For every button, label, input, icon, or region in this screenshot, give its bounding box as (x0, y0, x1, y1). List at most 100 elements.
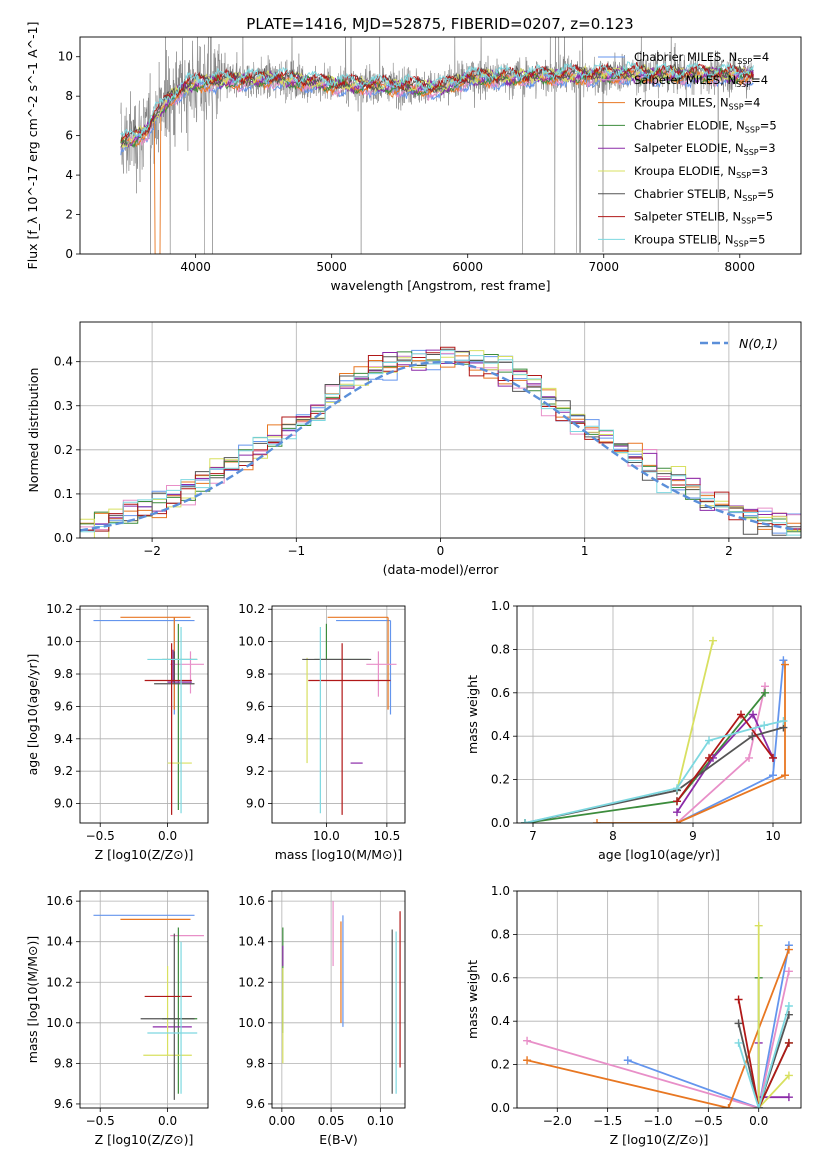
weight-marker (748, 732, 757, 741)
weight-marker (769, 753, 777, 762)
y-tick-label: 9.6 (54, 699, 73, 713)
weight-line (737, 999, 790, 1108)
y-tick-label: 10.4 (238, 935, 265, 949)
weight-marker (673, 784, 681, 793)
x-tick-label: 8 (609, 829, 617, 843)
y-tick-label: 6 (65, 129, 73, 143)
x-tick-label: 2 (725, 544, 733, 558)
x-tick-label: −1 (287, 544, 305, 558)
weight-line (627, 945, 790, 1108)
errorbar-chabrier-stelib (140, 933, 195, 1100)
x-axis-label: wavelength [Angstrom, rest frame] (330, 278, 550, 293)
y-tick-label: 0.2 (491, 773, 510, 787)
x-tick-label: 10.5 (374, 829, 401, 843)
weight-marker (734, 995, 743, 1004)
axes-frame: 4000 5000 6000 7000 8000 0 2 4 6 8 10 wavelength [A… (25, 22, 802, 293)
x-axis-label: mass [log10(M/M⊙)] (275, 847, 403, 862)
x-axis-label: (data-model)/error (383, 562, 500, 577)
weight-marker (784, 1038, 793, 1047)
y-tick-label: 9.6 (246, 699, 265, 713)
y-tick-label: 10 (58, 50, 73, 64)
model-spectrum-kroupa-miles (120, 67, 754, 254)
plot-area (302, 616, 397, 815)
x-tick-label: 4000 (180, 260, 211, 274)
y-tick-label: 0.4 (54, 355, 73, 369)
weight-marker (523, 1056, 532, 1065)
weight-line (737, 1014, 790, 1108)
weight-line (526, 949, 790, 1108)
plot-area (93, 616, 204, 815)
y-tick-label: 10.2 (238, 602, 265, 616)
legend-label: Salpeter MILES, NSSP=4 (634, 73, 768, 89)
panel-z-vs-mass: −0.5 0.0 9.6 9.8 10.0 10.2 10.4 10.6 Z [log10(Z/… (25, 890, 209, 1147)
errorbar-salpeter-miles (366, 651, 397, 697)
weight-marker (761, 688, 769, 697)
weight-line (676, 640, 714, 791)
normal-curve (80, 360, 799, 532)
panel-age-vs-weight: 7 8 9 10 0.0 0.2 0.4 0.6 0.8 1.0 age [log10(age/yr… (465, 599, 802, 862)
x-axis-label: Z [log10(Z/Z⊙)] (95, 847, 194, 862)
weight-marker (779, 717, 788, 726)
panel-spectrum: 4000 5000 6000 7000 8000 0 2 4 6 8 10 wavelength [A… (25, 22, 802, 293)
weight-marker (673, 819, 681, 823)
weight-line (737, 1005, 790, 1108)
x-tick-label: −2 (143, 544, 161, 558)
weight-marker (737, 710, 745, 719)
plot-area (120, 37, 754, 254)
plot-area (80, 346, 801, 538)
y-tick-label: 10.6 (46, 894, 73, 908)
weight-line (676, 712, 774, 813)
x-tick-label: 0.10 (367, 1114, 394, 1128)
weight-line (526, 971, 790, 1108)
y-tick-label: 2 (65, 208, 73, 222)
weight-marker (749, 710, 757, 719)
x-tick-label: 5000 (316, 260, 347, 274)
weight-marker (784, 1002, 793, 1011)
weight-marker (734, 1038, 743, 1047)
panel-z-vs-weight: −2.0 −1.5 −1.0 −0.5 0.0 0.0 0.2 0.4 0.6 0.8 1.0 Z [… (465, 884, 802, 1147)
panel-mass-vs-age: 10.0 10.5 9.0 9.2 9.4 9.6 9.8 10.0 10.2 mass [log… (238, 602, 406, 862)
axes-border (79, 890, 209, 1109)
x-tick-label: 7 (529, 829, 537, 843)
y-tick-label: 10.0 (46, 635, 73, 649)
y-axis-label: Normed distribution (26, 368, 41, 493)
x-tick-label: −2.0 (543, 1114, 572, 1128)
x-tick-label: −0.5 (694, 1114, 723, 1128)
legend-label: Chabrier ELODIE, NSSP=5 (634, 118, 777, 134)
x-tick-label: 0.00 (268, 1114, 295, 1128)
y-tick-label: 9.2 (246, 764, 265, 778)
weight-line (597, 664, 786, 823)
x-tick-label: 10.0 (313, 829, 340, 843)
y-tick-label: 0.6 (491, 971, 510, 985)
weight-line (524, 726, 784, 823)
y-tick-label: 0.3 (54, 399, 73, 413)
x-axis-label: Z [log10(Z/Z⊙)] (610, 1132, 709, 1147)
y-tick-label: 9.6 (246, 1097, 265, 1111)
x-tick-label: 8000 (725, 260, 756, 274)
y-tick-label: 10.0 (46, 1016, 73, 1030)
y-tick-label: 9.6 (54, 1097, 73, 1111)
figure-title: PLATE=1416, MJD=52875, FIBERID=0207, z=0… (246, 15, 633, 33)
x-axis-label: Z [log10(Z/Z⊙)] (95, 1132, 194, 1147)
y-tick-label: 10.2 (46, 975, 73, 989)
y-tick-label: 9.4 (246, 732, 265, 746)
y-axis-label: mass [log10(M/M⊙)] (25, 936, 40, 1064)
x-tick-label: 9 (689, 829, 697, 843)
axes-frame: 10.0 10.5 9.0 9.2 9.4 9.6 9.8 10.0 10.2 mass [log… (238, 602, 406, 862)
weight-marker (781, 660, 789, 669)
x-tick-label: 6000 (452, 260, 483, 274)
y-tick-label: 0.2 (491, 1058, 510, 1072)
y-tick-label: 9.2 (54, 764, 73, 778)
y-tick-label: 0.1 (54, 487, 73, 501)
panel-ebv-vs-mass: 0.00 0.05 0.10 9.6 9.8 10.0 10.2 10.4 10.6 E(B-V) (238, 890, 406, 1147)
y-tick-label: 9.0 (246, 797, 265, 811)
weight-marker (673, 808, 681, 817)
y-axis-label: mass weight (465, 960, 480, 1039)
axes-border (79, 605, 209, 824)
y-axis-label: age [log10(age/yr)] (25, 654, 40, 776)
weight-marker (784, 1093, 793, 1102)
x-tick-label: 10 (765, 829, 780, 843)
y-tick-label: 0.4 (491, 729, 510, 743)
y-tick-label: 10.0 (238, 1016, 265, 1030)
weight-marker (754, 1104, 763, 1108)
